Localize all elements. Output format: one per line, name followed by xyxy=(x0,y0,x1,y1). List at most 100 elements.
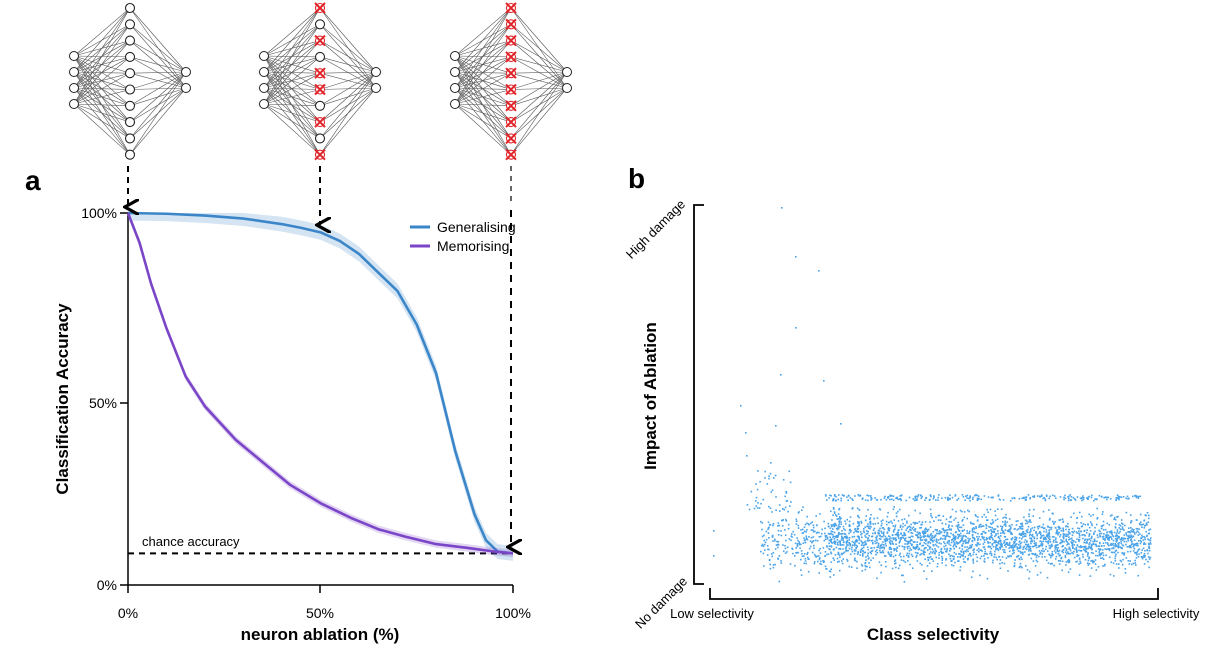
scatter-point xyxy=(1054,521,1056,523)
scatter-point xyxy=(777,557,779,560)
scatter-point xyxy=(899,539,901,542)
scatter-point xyxy=(912,526,915,529)
scatter-point xyxy=(1073,550,1075,553)
hidden-node xyxy=(124,51,136,62)
scatter-point xyxy=(932,541,934,543)
scatter-point xyxy=(1040,495,1043,497)
scatter-point xyxy=(854,541,857,543)
scatter-point xyxy=(833,524,836,527)
scatter-point xyxy=(1119,530,1121,533)
scatter-point xyxy=(839,542,842,544)
scatter-point xyxy=(959,569,961,572)
scatter-point xyxy=(946,532,948,534)
connection xyxy=(454,72,512,105)
scatter-points xyxy=(713,207,1152,583)
connection xyxy=(510,56,568,73)
scatter-point xyxy=(860,520,862,523)
scatter-point xyxy=(835,535,838,537)
scatter-point xyxy=(1100,557,1102,560)
scatter-point xyxy=(1056,547,1058,549)
scatter-point xyxy=(839,544,842,546)
scatter-point xyxy=(894,528,896,530)
scatter-point xyxy=(1115,541,1118,543)
scatter-point xyxy=(770,491,772,493)
scatter-point xyxy=(948,543,950,545)
scatter-point xyxy=(973,548,975,550)
scatter-point xyxy=(1042,497,1045,500)
scatter-point xyxy=(840,523,842,526)
scatter-point xyxy=(1118,563,1120,565)
scatter-point xyxy=(1098,551,1100,553)
scatter-point xyxy=(958,553,960,555)
connection xyxy=(319,71,377,74)
panel-b-letter: b xyxy=(628,163,645,194)
scatter-point xyxy=(1117,515,1119,518)
scatter-point xyxy=(805,537,808,539)
scatter-point xyxy=(1117,535,1120,538)
scatter-point xyxy=(1033,496,1036,498)
connection xyxy=(73,103,131,155)
scatter-point xyxy=(1143,543,1145,545)
scatter-point xyxy=(878,537,881,540)
scatter-point xyxy=(971,530,974,533)
scatter-point xyxy=(1004,529,1007,531)
scatter-point xyxy=(957,560,959,562)
scatter-point xyxy=(1115,549,1118,552)
scatter-point xyxy=(1105,542,1107,544)
scatter-point xyxy=(1041,526,1044,529)
scatter-point xyxy=(844,533,846,535)
scatter-point xyxy=(975,544,977,546)
scatter-point xyxy=(760,544,763,547)
scatter-point xyxy=(839,526,841,528)
scatter-point xyxy=(1031,539,1033,541)
scatter-point xyxy=(1067,531,1070,533)
scatter-point xyxy=(1110,561,1113,563)
scatter-point xyxy=(1142,556,1144,558)
scatter-point xyxy=(1110,551,1113,554)
scatter-point xyxy=(927,542,929,544)
scatter-point xyxy=(905,554,908,557)
input-node xyxy=(69,51,79,61)
scatter-point xyxy=(1073,556,1076,559)
scatter-point xyxy=(883,531,885,533)
scatter-point xyxy=(1033,508,1035,511)
scatter-point xyxy=(1114,555,1117,557)
scatter-point xyxy=(838,540,841,542)
scatter-point xyxy=(1120,519,1123,521)
scatter-point xyxy=(1102,552,1104,554)
scatter-point xyxy=(837,525,840,528)
scatter-point xyxy=(867,523,869,525)
scatter-point xyxy=(927,534,929,536)
scatter-point xyxy=(888,535,890,537)
scatter-point xyxy=(1049,517,1051,520)
scatter-point xyxy=(1101,549,1104,551)
scatter-point xyxy=(1102,520,1105,523)
scatter-point xyxy=(880,524,883,527)
scatter-point xyxy=(1021,524,1023,526)
ablation-cross xyxy=(505,83,517,96)
scatter-point xyxy=(874,523,877,525)
scatter-point xyxy=(1021,497,1024,499)
scatter-point xyxy=(979,549,982,551)
scatter-point xyxy=(797,524,800,527)
scatter-point xyxy=(867,538,869,540)
scatter-point xyxy=(959,532,962,535)
scatter-point xyxy=(876,535,878,537)
scatter-point xyxy=(845,547,847,549)
scatter-point xyxy=(1136,543,1139,545)
scatter-point xyxy=(1023,516,1025,519)
scatter-point xyxy=(1004,523,1007,526)
scatter-point xyxy=(1083,534,1085,536)
hidden-node xyxy=(314,100,326,111)
scatter-point xyxy=(897,520,900,522)
scatter-point xyxy=(1058,549,1061,552)
scatter-point xyxy=(896,550,898,552)
scatter-point xyxy=(1130,526,1132,529)
scatter-point xyxy=(1111,538,1113,540)
scatter-point xyxy=(1143,552,1146,555)
scatter-point xyxy=(842,539,845,541)
scatter-point xyxy=(1134,562,1137,564)
scatter-point xyxy=(822,547,825,549)
scatter-point xyxy=(967,541,970,544)
connector-arrows xyxy=(128,166,511,547)
